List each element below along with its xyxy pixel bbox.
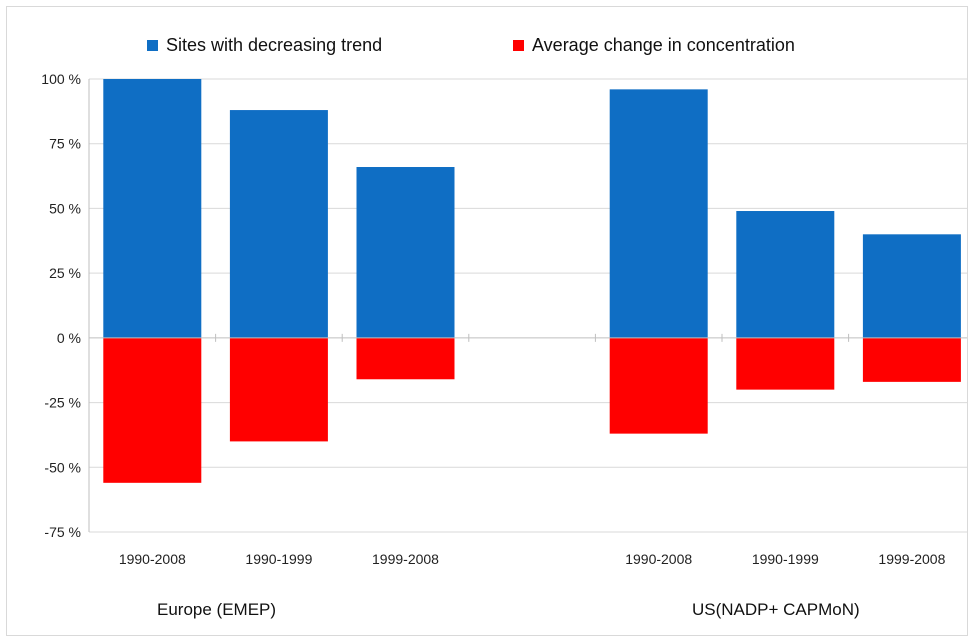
y-tick-label: -75 % (44, 524, 81, 540)
legend-entry: Average change in concentration (532, 35, 795, 55)
bar-average-change (229, 337, 328, 442)
group-label: Europe (EMEP) (157, 600, 276, 619)
bar-sites-decreasing (229, 110, 328, 338)
x-category-label: 1999-2008 (372, 551, 439, 567)
bars (103, 79, 961, 483)
bar-average-change (356, 337, 455, 380)
y-tick-label: 100 % (41, 71, 81, 87)
axes (88, 79, 967, 532)
y-tick-label: 75 % (49, 136, 81, 152)
y-tick-label: 0 % (57, 330, 81, 346)
legend-swatch (513, 40, 524, 51)
bar-sites-decreasing (609, 89, 708, 338)
x-category-label: 1990-2008 (119, 551, 186, 567)
bar-average-change (609, 337, 708, 434)
legend-entry: Sites with decreasing trend (166, 35, 382, 55)
bar-sites-decreasing (103, 79, 202, 338)
gridlines (89, 78, 967, 533)
y-tick-label: -25 % (44, 395, 81, 411)
x-category-label: 1990-1999 (245, 551, 312, 567)
chart-frame: Sites with decreasing trend Average chang… (6, 6, 968, 636)
y-tick-label: 25 % (49, 265, 81, 281)
y-tick-label: -50 % (44, 459, 81, 475)
bar-average-change (736, 337, 835, 390)
bar-sites-decreasing (862, 234, 961, 338)
bar-average-change (103, 337, 202, 483)
legend: Sites with decreasing trend Average chang… (147, 35, 795, 55)
bar-sites-decreasing (356, 167, 455, 338)
bar-sites-decreasing (736, 211, 835, 338)
x-category-label: 1990-2008 (625, 551, 692, 567)
axis-labels: 100 % 75 % 50 % 25 % 0 % -25 % -50 % -75 % 1990-… (41, 71, 945, 619)
x-category-label: 1990-1999 (752, 551, 819, 567)
bar-average-change (862, 337, 961, 382)
bar-chart: Sites with decreasing trend Average chang… (41, 35, 967, 619)
legend-swatch (147, 40, 158, 51)
y-tick-label: 50 % (49, 200, 81, 216)
group-label: US(NADP+ CAPMoN) (692, 600, 860, 619)
x-category-label: 1999-2008 (878, 551, 945, 567)
